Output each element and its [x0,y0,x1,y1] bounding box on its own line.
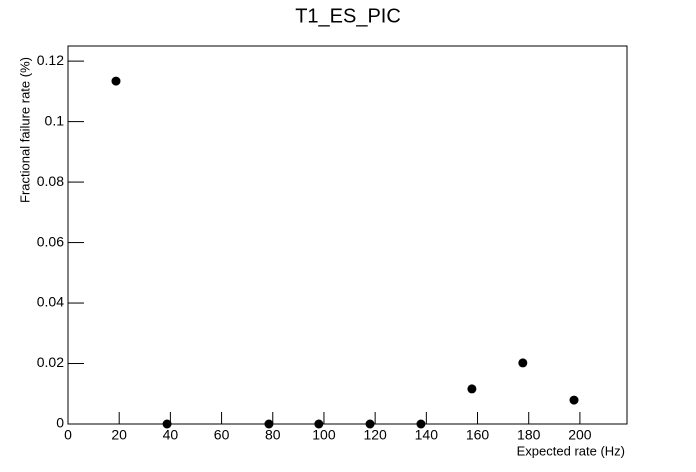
y-tick-label: 0.06 [37,233,64,249]
point [365,419,375,429]
x-tick-label: 60 [214,427,230,443]
plot-frame [67,45,628,425]
x-tick-label: 0 [64,427,72,443]
x-tick-label: 180 [517,427,541,443]
x-axis-title: Expected rate (Hz) [517,443,625,458]
x-tick-label: 140 [415,427,439,443]
chart-title: T1_ES_PIC [295,5,401,27]
x-tick-label: 100 [312,427,336,443]
x-tick-label: 40 [163,427,179,443]
point [518,358,528,368]
x-tick-label: 20 [111,427,127,443]
y-tick-label: 0.04 [37,294,64,310]
y-tick-label: 0.1 [45,112,65,128]
point [314,419,324,429]
point [416,419,426,429]
x-tick-label: 160 [466,427,490,443]
y-tick-label: 0 [56,415,64,431]
x-tick-label: 200 [568,427,592,443]
point [467,384,477,394]
y-axis-title: Fractional failure rate (%) [17,57,32,203]
x-tick-label: 80 [265,427,281,443]
point [111,76,121,86]
point [264,419,274,429]
point [162,419,172,429]
y-tick-label: 0.02 [37,354,64,370]
y-tick-label: 0.12 [37,52,64,68]
point [569,395,579,405]
x-tick-label: 120 [363,427,387,443]
y-tick-label: 0.08 [37,173,64,189]
